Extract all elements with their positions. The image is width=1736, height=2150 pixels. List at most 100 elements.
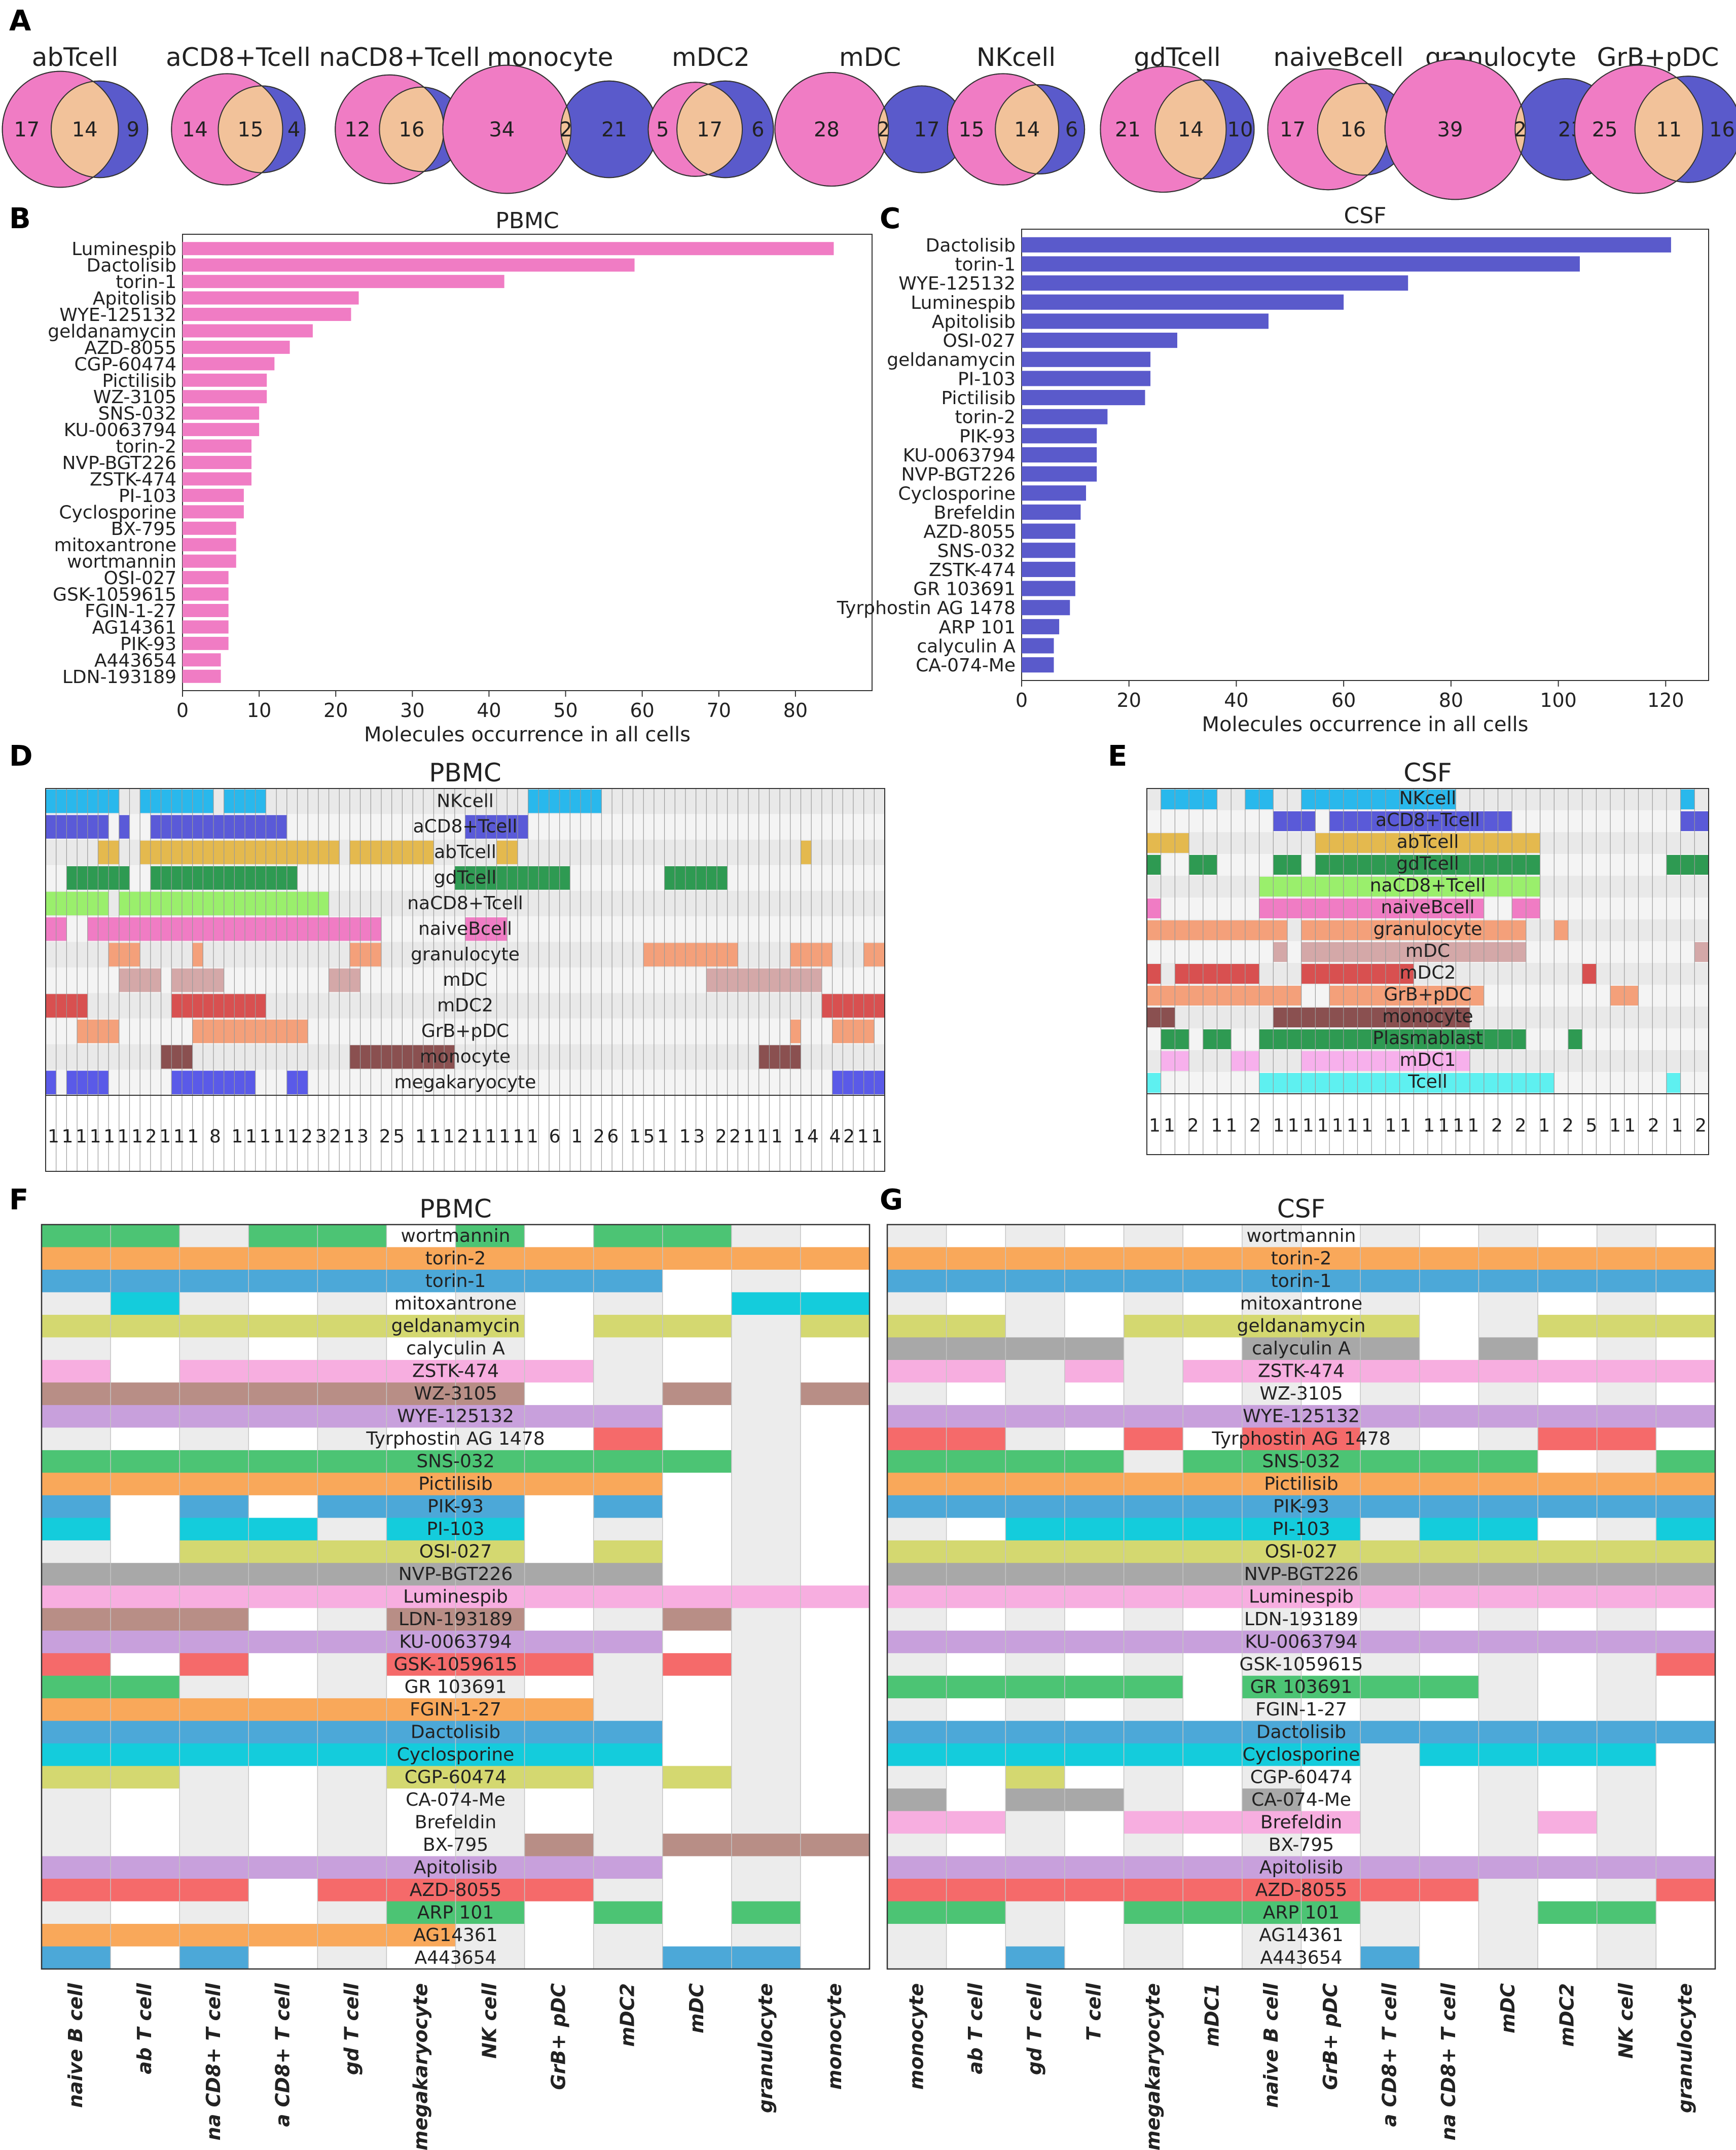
heatmap-cell-torin-2-granulocyte <box>731 1247 801 1270</box>
x-tick-label: 60 <box>630 699 654 722</box>
heatmap-pbmc: PBMCwortmannintorin-2torin-1mitoxantrone… <box>41 1194 871 2150</box>
heatmap-cell-mitoxantrone-a-cd8-t-cell <box>1360 1292 1420 1315</box>
bar-chart-pbmc: PBMC LuminespibDactolisibtorin-1Apitolisi… <box>48 208 873 746</box>
heatmap-cell-torin-2-nk-cell <box>455 1247 525 1270</box>
heatmap-cell-cgp-60474-na-cd8-t-cell <box>1419 1766 1479 1789</box>
heatmap-cell-a443654-naive-b-cell <box>42 1946 111 1969</box>
heatmap-cell-cgp-60474-naive-b-cell <box>1242 1766 1301 1789</box>
heatmap-cell-fgin-1-27-mdc2 <box>593 1698 663 1722</box>
heatmap-row-label-calyculin-a: calyculin A <box>406 1338 505 1359</box>
heatmap-cell-torin-1-grb-pdc <box>524 1269 594 1293</box>
heatmap-cell-ldn-193189-monocyte <box>800 1608 870 1631</box>
heatmap-cell-mitoxantrone-mdc <box>662 1292 732 1315</box>
heatmap-cell-apitolisib-mdc2 <box>593 1856 663 1879</box>
heatmap-cell-cgp-60474-a-cd8-t-cell <box>1360 1766 1420 1789</box>
heatmap-cell-torin-1-na-cd8-t-cell <box>1419 1269 1479 1293</box>
heatmap-cell-gr-103691-granulocyte <box>731 1675 801 1699</box>
bar-brefeldin <box>1022 504 1081 520</box>
heatmap-cell-ldn-193189-a-cd8-t-cell <box>248 1608 318 1631</box>
heatmap-cell-wz-3105-naive-b-cell <box>42 1382 111 1406</box>
venn-acd8-tcell: aCD8+Tcell 14 15 4 <box>166 43 311 186</box>
heatmap-cell-calyculin-a-megakaryocyte <box>1124 1337 1183 1360</box>
heatmap-cell-zstk-474-nk-cell <box>455 1359 525 1383</box>
heatmap-cell-wortmannin-mdc2 <box>1538 1225 1598 1247</box>
heatmap-cell-dactolisib-megakaryocyte <box>386 1721 456 1744</box>
heatmap-row-label-azd-8055: AZD-8055 <box>410 1880 502 1901</box>
heatmap-frame <box>886 1224 1716 1970</box>
heatmap-cell-mitoxantrone-mdc1 <box>1183 1292 1243 1315</box>
heatmap-cell-zstk-474-na-cd8-t-cell <box>179 1359 249 1383</box>
heatmap-cell-wortmannin-granulocyte <box>731 1225 801 1247</box>
heatmap-cell-apitolisib-monocyte <box>800 1856 870 1879</box>
heatmap-cell-cyclosporine-t-cell <box>1064 1743 1125 1767</box>
heatmap-cell-calyculin-a-granulocyte <box>1656 1337 1716 1360</box>
upset-row-label-monocyte: monocyte <box>1382 1006 1473 1027</box>
heatmap-cell-ldn-193189-mdc1 <box>1183 1608 1243 1631</box>
heatmap-cell-luminespib-monocyte <box>887 1585 947 1608</box>
heatmap-cell-torin-1-megakaryocyte <box>1124 1269 1183 1293</box>
upset-row-label-naivebcell: naiveBcell <box>418 918 512 939</box>
x-axis-label: Molecules occurrence in all cells <box>364 723 691 746</box>
heatmap-cell-azd-8055-megakaryocyte <box>386 1879 456 1902</box>
heatmap-row-label-wz-3105: WZ-3105 <box>1259 1383 1343 1404</box>
heatmap-cell-tyrphostin-ag-1478-monocyte <box>800 1427 870 1451</box>
heatmap-cell-gsk-1059615-ab-t-cell <box>946 1653 1006 1676</box>
heatmap-cell-ca-074-me-a-cd8-t-cell <box>1360 1788 1420 1812</box>
panel-label-a: A <box>9 5 31 38</box>
heatmap-cell-mitoxantrone-t-cell <box>1064 1292 1125 1315</box>
venn-pbmc-only-count: 12 <box>344 118 370 141</box>
x-tick-label: 10 <box>247 699 271 722</box>
heatmap-cell-apitolisib-megakaryocyte <box>386 1856 456 1879</box>
heatmap-cell-apitolisib-naive-b-cell <box>1242 1856 1301 1879</box>
heatmap-cell-sns-032-grb-pdc <box>524 1450 594 1473</box>
heatmap-cell-wz-3105-naive-b-cell <box>1242 1382 1301 1406</box>
heatmap-cell-pik-93-megakaryocyte <box>386 1495 456 1518</box>
heatmap-cell-wz-3105-mdc <box>1478 1382 1538 1406</box>
heatmap-cell-bx-795-mdc2 <box>593 1834 663 1857</box>
heatmap-row-label-nvp-bgt226: NVP-BGT226 <box>399 1564 513 1585</box>
heatmap-cell-cyclosporine-mdc <box>1478 1743 1538 1767</box>
x-tick-label: 20 <box>1117 689 1141 711</box>
heatmap-cell-calyculin-a-ab-t-cell <box>946 1337 1006 1360</box>
heatmap-cell-osi-027-a-cd8-t-cell <box>1360 1540 1420 1563</box>
heatmap-cell-azd-8055-mdc1 <box>1183 1879 1243 1902</box>
bar-pik-93 <box>183 636 229 650</box>
heatmap-row-label-arp-101: ARP 101 <box>417 1902 494 1923</box>
heatmap-cell-brefeldin-gd-t-cell <box>1005 1811 1065 1834</box>
heatmap-cell-azd-8055-naive-b-cell <box>1242 1879 1301 1902</box>
heatmap-cell-zstk-474-gd-t-cell <box>317 1359 387 1383</box>
heatmap-cell-bx-795-granulocyte <box>731 1834 801 1857</box>
venn-pbmc-outline <box>947 73 1060 186</box>
heatmap-cell-arp-101-nk-cell <box>455 1901 525 1924</box>
heatmap-cell-geldanamycin-naive-b-cell <box>42 1314 111 1338</box>
heatmap-cell-calyculin-a-mdc <box>1478 1337 1538 1360</box>
heatmap-cell-luminespib-naive-b-cell <box>1242 1585 1301 1608</box>
heatmap-cell-mitoxantrone-ab-t-cell <box>111 1292 180 1315</box>
heatmap-cell-tyrphostin-ag-1478-monocyte <box>887 1427 947 1451</box>
upset-cell-abtcell <box>801 840 812 865</box>
x-tick-label: 0 <box>1016 689 1028 711</box>
venn-shared-count: 15 <box>238 118 264 141</box>
heatmap-cell-nvp-bgt226-a-cd8-t-cell <box>248 1563 318 1586</box>
heatmap-cell-gsk-1059615-nk-cell <box>1597 1653 1656 1676</box>
heatmap-cell-ag14361-t-cell <box>1064 1924 1125 1947</box>
heatmap-cell-wz-3105-monocyte <box>887 1382 947 1406</box>
heatmap-row-label-pik-93: PIK-93 <box>1273 1496 1329 1517</box>
heatmap-cell-zstk-474-a-cd8-t-cell <box>1360 1359 1420 1383</box>
x-tick-label: 80 <box>783 699 808 722</box>
heatmap-cell-zstk-474-a-cd8-t-cell <box>248 1359 318 1383</box>
heatmap-cell-ldn-193189-mdc <box>662 1608 732 1631</box>
upset-cell-acd8-tcell <box>1329 811 1512 831</box>
bar-luminespib <box>1022 294 1344 310</box>
heatmap-cell-wye-125132-nk-cell <box>455 1405 525 1428</box>
heatmap-cell-zstk-474-mdc1 <box>1183 1359 1243 1383</box>
heatmap-row-label-wye-125132: WYE-125132 <box>1243 1406 1360 1427</box>
heatmap-cell-luminespib-t-cell <box>1064 1585 1125 1608</box>
heatmap-cell-ag14361-a-cd8-t-cell <box>248 1924 318 1947</box>
heatmap-cell-dactolisib-megakaryocyte <box>1124 1721 1183 1744</box>
bar-label-pik-93: PIK-93 <box>959 426 1016 447</box>
heatmap-cell-torin-2-megakaryocyte <box>1124 1247 1183 1270</box>
bar-label-zstk-474: ZSTK-474 <box>90 469 176 490</box>
bar-label-ca-074-me: CA-074-Me <box>916 655 1016 676</box>
